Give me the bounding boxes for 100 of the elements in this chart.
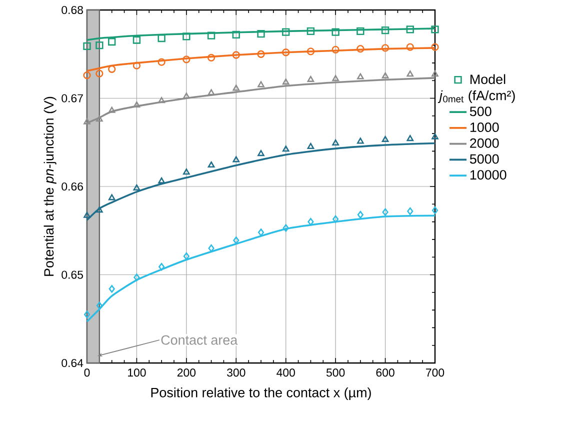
point — [356, 44, 364, 53]
point — [233, 236, 240, 244]
point — [83, 71, 91, 80]
point — [431, 26, 439, 34]
point — [108, 106, 116, 113]
x-axis-title: Position relative to the contact x (µm) — [151, 387, 371, 400]
point — [134, 274, 140, 282]
point — [258, 81, 264, 88]
point — [108, 285, 115, 293]
point — [108, 194, 116, 200]
point — [207, 54, 216, 62]
point — [306, 27, 315, 36]
point — [208, 89, 215, 96]
point — [431, 43, 439, 51]
point — [308, 218, 314, 226]
point — [182, 32, 190, 40]
point — [158, 58, 166, 66]
point — [282, 78, 290, 85]
point — [108, 38, 116, 46]
point — [257, 30, 265, 38]
legend-label: 10000 — [470, 170, 506, 180]
point — [306, 48, 315, 56]
point — [406, 43, 414, 51]
point — [407, 207, 414, 216]
point — [207, 32, 216, 40]
legend-label: 500 — [470, 106, 492, 116]
legend-title: j$_{0met}$ (fA/cm²) — [438, 90, 515, 103]
x-tick-label: 100 — [128, 368, 146, 377]
x-tick-label: 500 — [326, 368, 345, 377]
legend-label: Model — [470, 74, 506, 84]
point — [432, 206, 438, 214]
point — [183, 252, 190, 260]
point — [232, 51, 240, 59]
point — [96, 116, 103, 122]
point — [96, 206, 103, 213]
point — [108, 65, 116, 73]
point — [158, 34, 166, 42]
point — [406, 70, 414, 77]
x-tick-label: 300 — [227, 368, 246, 377]
point — [406, 135, 414, 142]
point — [381, 44, 390, 52]
x-tick-label: 700 — [426, 368, 444, 377]
y-tick-label: 0.65 — [62, 270, 83, 279]
point — [332, 74, 339, 82]
y-axis-title: Potential at the pn-junction (V) — [44, 96, 56, 276]
point — [432, 70, 438, 77]
legend-label: 1000 — [470, 122, 499, 132]
point — [132, 36, 141, 44]
point — [357, 138, 364, 144]
point — [282, 48, 290, 56]
point — [232, 84, 240, 91]
point — [133, 184, 140, 191]
legend-label: 2000 — [470, 138, 499, 148]
point — [332, 28, 340, 36]
point — [183, 92, 190, 99]
point — [406, 26, 414, 34]
point — [382, 208, 388, 216]
point — [282, 28, 290, 36]
point — [84, 118, 90, 124]
point — [96, 302, 102, 310]
point — [282, 146, 290, 152]
point — [182, 56, 190, 64]
y-tick-label: 0.67 — [62, 94, 83, 102]
x-tick-label: 600 — [376, 368, 394, 377]
point — [232, 156, 240, 162]
point — [282, 224, 289, 232]
point — [356, 27, 364, 36]
point — [133, 101, 140, 108]
point — [332, 139, 339, 146]
point — [332, 215, 339, 223]
y-tick-label: 0.68 — [62, 6, 83, 14]
point — [158, 177, 165, 184]
line-series — [86, 142, 436, 221]
point — [208, 161, 215, 168]
point — [307, 76, 314, 82]
point — [357, 73, 364, 80]
point — [96, 70, 104, 78]
point — [258, 150, 264, 156]
point — [183, 168, 190, 175]
point — [84, 212, 90, 218]
point — [232, 30, 240, 39]
x-tick-label: 200 — [177, 368, 196, 377]
legend-label: 5000 — [470, 154, 499, 164]
point — [332, 46, 340, 54]
point — [357, 210, 364, 219]
x-tick-label: 0 — [84, 368, 90, 377]
point — [158, 262, 165, 271]
point — [382, 72, 389, 78]
point — [307, 142, 314, 150]
point — [432, 133, 438, 140]
point — [258, 228, 264, 236]
point — [132, 62, 141, 70]
x-tick-label: 400 — [276, 368, 295, 377]
point — [257, 50, 265, 58]
y-tick-label: 0.64 — [62, 358, 84, 368]
point — [382, 136, 389, 142]
y-tick-label: 0.66 — [62, 182, 83, 191]
point — [158, 97, 165, 104]
point — [381, 26, 390, 34]
point — [96, 41, 104, 50]
